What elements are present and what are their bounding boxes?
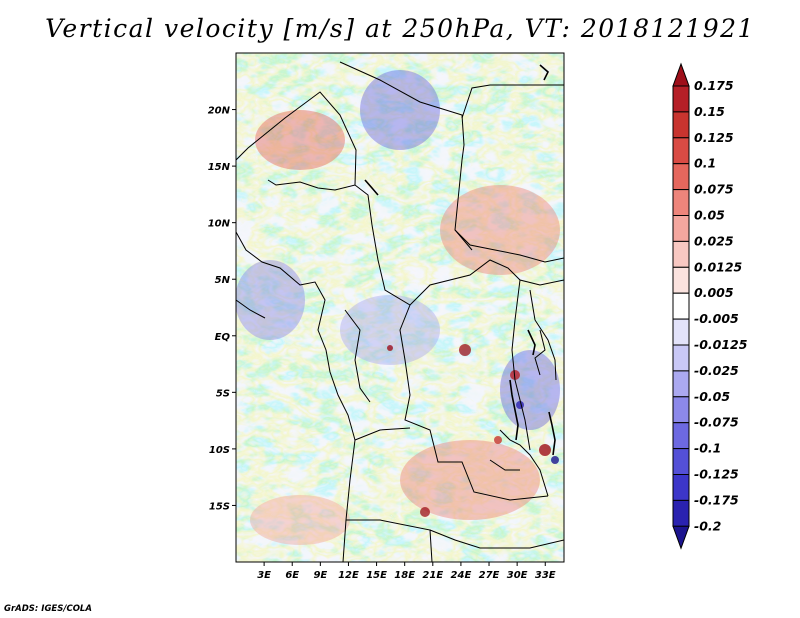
latitude-axis: 20N 15N 10N 5N EQ 5S 10S 15S bbox=[208, 106, 236, 512]
colorbar-level-label: 0.1 bbox=[694, 156, 716, 171]
lon-label: 15E bbox=[366, 570, 387, 581]
colorbar-level-label: -0.025 bbox=[694, 363, 739, 378]
colorbar-box bbox=[672, 240, 690, 268]
colorbar-box bbox=[672, 163, 690, 191]
lon-label: 21E bbox=[422, 570, 443, 581]
lat-label: 20N bbox=[208, 106, 231, 117]
lon-label: 6E bbox=[285, 570, 299, 581]
lat-label: EQ bbox=[215, 332, 231, 343]
colorbar-level-label: 0.15 bbox=[694, 104, 725, 119]
map-frame bbox=[235, 52, 565, 563]
colorbar-box bbox=[672, 85, 690, 113]
colorbar-box bbox=[672, 499, 690, 527]
colorbar-level-label: 0.005 bbox=[694, 285, 734, 300]
colorbar-level-label: -0.075 bbox=[694, 415, 739, 430]
colorbar-level-label: -0.2 bbox=[694, 518, 721, 533]
colorbar-level-label: 0.025 bbox=[694, 233, 734, 248]
colorbar-box bbox=[672, 266, 690, 294]
lat-label: 10N bbox=[208, 219, 231, 230]
colorbar-box bbox=[672, 189, 690, 217]
colorbar: 0.175 0.15 0.125 0.1 0.075 0.05 0.025 0.0125 0.0… bbox=[672, 62, 748, 550]
lat-label: 10S bbox=[209, 445, 230, 456]
colorbar-level-label: -0.0125 bbox=[694, 337, 748, 352]
country-boundaries bbox=[236, 61, 564, 562]
lon-label: 30E bbox=[507, 570, 528, 581]
lon-label: 3E bbox=[257, 570, 271, 581]
colorbar-box bbox=[672, 292, 690, 320]
vertical-velocity-field bbox=[236, 53, 564, 562]
colorbar-box bbox=[672, 448, 690, 476]
colorbar-level-label: 0.0125 bbox=[694, 259, 743, 274]
colorbar-level-label: 0.075 bbox=[694, 182, 734, 197]
lon-label: 27E bbox=[479, 570, 500, 581]
lat-label: 15N bbox=[208, 162, 231, 173]
colorbar-box bbox=[672, 111, 690, 139]
chart-title: Vertical velocity [m/s] at 250hPa, VT: 2… bbox=[45, 14, 755, 43]
colorbar-level-label: 0.175 bbox=[694, 78, 734, 93]
colorbar-box bbox=[672, 422, 690, 450]
colorbar-level-label: 0.125 bbox=[694, 130, 734, 145]
colorbar-box bbox=[672, 396, 690, 424]
colorbar-box bbox=[672, 370, 690, 398]
colorbar-box bbox=[672, 344, 690, 372]
colorbar-max-arrow bbox=[672, 62, 690, 87]
colorbar-level-label: -0.125 bbox=[694, 467, 739, 482]
lakes bbox=[364, 64, 556, 456]
colorbar-box bbox=[672, 474, 690, 501]
lon-label: 24E bbox=[451, 570, 472, 581]
field-regions bbox=[236, 70, 560, 545]
colorbar-level-label: -0.005 bbox=[694, 311, 739, 326]
lat-label: 5S bbox=[216, 388, 230, 399]
lon-label: 33E bbox=[535, 570, 556, 581]
colorbar-box bbox=[672, 215, 690, 242]
colorbar-box bbox=[672, 318, 690, 346]
colorbar-level-label: -0.175 bbox=[694, 492, 739, 507]
convective-spots bbox=[387, 344, 559, 517]
longitude-axis: 3E 6E 9E 12E 15E 18E 21E 24E 27E 30E 33E bbox=[257, 562, 556, 581]
colorbar-level-label: -0.05 bbox=[694, 389, 730, 404]
lon-label: 9E bbox=[313, 570, 327, 581]
grads-credit: GrADS: IGES/COLA bbox=[4, 604, 92, 614]
colorbar-min-arrow bbox=[672, 525, 690, 550]
lat-label: 15S bbox=[209, 501, 230, 512]
lon-label: 12E bbox=[338, 570, 359, 581]
colorbar-box bbox=[672, 137, 690, 165]
colorbar-level-label: -0.1 bbox=[694, 441, 721, 456]
colorbar-level-label: 0.05 bbox=[694, 208, 725, 223]
lat-label: 5N bbox=[215, 275, 231, 286]
lon-label: 18E bbox=[394, 570, 415, 581]
